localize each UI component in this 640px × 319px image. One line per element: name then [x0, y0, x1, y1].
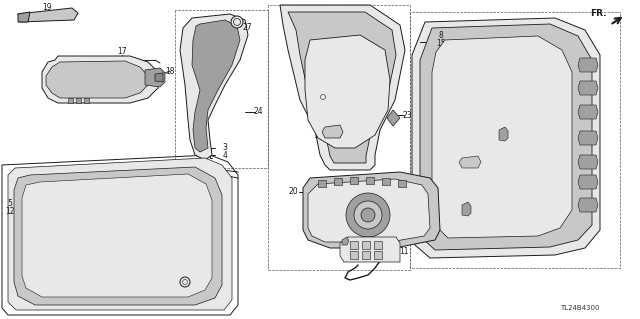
Polygon shape	[578, 105, 598, 119]
Polygon shape	[362, 251, 370, 259]
Polygon shape	[578, 198, 598, 212]
Polygon shape	[499, 127, 508, 141]
Polygon shape	[46, 61, 148, 98]
Text: 12: 12	[5, 207, 15, 217]
Text: 22: 22	[473, 203, 483, 211]
Polygon shape	[382, 178, 390, 185]
Text: 5: 5	[8, 199, 12, 209]
Polygon shape	[318, 180, 326, 187]
Text: 22: 22	[509, 125, 519, 135]
Circle shape	[231, 16, 243, 28]
Polygon shape	[459, 156, 481, 168]
Text: 15: 15	[436, 39, 446, 48]
Polygon shape	[578, 155, 598, 169]
Polygon shape	[578, 58, 598, 72]
Circle shape	[180, 277, 190, 287]
Polygon shape	[18, 8, 78, 22]
Polygon shape	[374, 251, 382, 259]
Text: 21: 21	[173, 269, 183, 278]
Text: FR.: FR.	[591, 10, 607, 19]
Polygon shape	[18, 12, 30, 22]
Text: 8: 8	[438, 32, 444, 41]
Text: 1: 1	[484, 153, 490, 162]
Polygon shape	[350, 177, 358, 184]
Polygon shape	[334, 178, 342, 185]
Polygon shape	[180, 14, 248, 160]
Text: 6: 6	[317, 123, 323, 132]
Polygon shape	[387, 110, 400, 126]
Polygon shape	[374, 241, 382, 249]
Polygon shape	[145, 68, 165, 87]
Text: 25: 25	[337, 102, 347, 112]
Polygon shape	[350, 251, 358, 259]
Circle shape	[354, 201, 382, 229]
Text: 26: 26	[311, 102, 321, 112]
Polygon shape	[308, 179, 430, 242]
Text: 14: 14	[50, 209, 60, 218]
Polygon shape	[578, 81, 598, 95]
Polygon shape	[192, 20, 240, 152]
Polygon shape	[340, 237, 400, 262]
Text: 4: 4	[223, 151, 227, 160]
Text: 11: 11	[399, 247, 409, 256]
Polygon shape	[462, 202, 471, 216]
Circle shape	[318, 92, 328, 102]
Polygon shape	[342, 237, 349, 245]
Polygon shape	[280, 5, 405, 170]
Text: 18: 18	[165, 66, 175, 76]
Circle shape	[346, 193, 390, 237]
Text: 9: 9	[497, 153, 502, 162]
Polygon shape	[288, 12, 396, 163]
Polygon shape	[366, 177, 374, 184]
Polygon shape	[350, 241, 358, 249]
Polygon shape	[398, 180, 406, 187]
Polygon shape	[322, 125, 343, 138]
Polygon shape	[362, 241, 370, 249]
Polygon shape	[155, 73, 163, 82]
Polygon shape	[84, 98, 89, 103]
Text: 7: 7	[52, 201, 58, 210]
Polygon shape	[305, 35, 390, 148]
Text: 17: 17	[117, 48, 127, 56]
Polygon shape	[22, 174, 212, 297]
Text: 2: 2	[484, 160, 490, 169]
Polygon shape	[420, 24, 592, 250]
Polygon shape	[42, 56, 158, 103]
Polygon shape	[8, 158, 232, 310]
Polygon shape	[578, 175, 598, 189]
Text: 20: 20	[288, 188, 298, 197]
Polygon shape	[303, 172, 440, 248]
Text: 23: 23	[402, 110, 412, 120]
Polygon shape	[76, 98, 81, 103]
Polygon shape	[432, 36, 572, 238]
Text: TL24B4300: TL24B4300	[560, 305, 600, 311]
Polygon shape	[412, 18, 600, 258]
Text: 3: 3	[223, 144, 227, 152]
Circle shape	[361, 208, 375, 222]
Polygon shape	[578, 131, 598, 145]
Text: 22: 22	[328, 233, 338, 241]
Text: 10: 10	[399, 239, 409, 248]
Polygon shape	[68, 98, 73, 103]
Text: 27: 27	[242, 24, 252, 33]
Text: 16: 16	[495, 160, 505, 169]
Text: 13: 13	[313, 131, 323, 140]
Polygon shape	[331, 93, 347, 102]
Text: 19: 19	[42, 3, 52, 11]
Text: 24: 24	[253, 108, 263, 116]
Polygon shape	[14, 167, 222, 305]
